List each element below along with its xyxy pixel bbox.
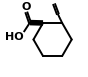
Text: O: O — [22, 2, 31, 12]
Text: HO: HO — [5, 32, 24, 42]
